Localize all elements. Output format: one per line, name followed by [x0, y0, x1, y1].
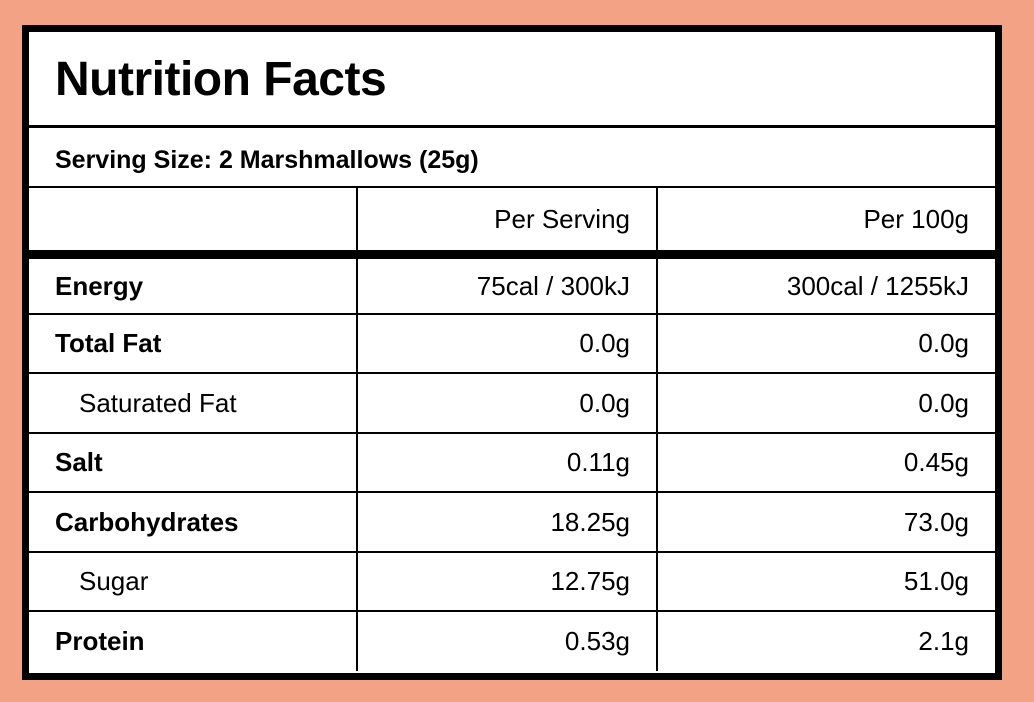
per-serving-value: 75cal / 300kJ	[357, 254, 658, 315]
nutrient-label: Protein	[29, 611, 358, 671]
serving-size: Serving Size: 2 Marshmallows (25g)	[55, 146, 479, 174]
per-100g-value: 300cal / 1255kJ	[657, 254, 995, 315]
per-serving-value: 18.25g	[357, 492, 658, 553]
table-row: Salt 0.11g 0.45g	[29, 432, 995, 493]
per-serving-value: 0.0g	[357, 373, 658, 434]
per-serving-value: 12.75g	[357, 551, 658, 612]
table-row: Total Fat 0.0g 0.0g	[29, 313, 995, 374]
nutrient-label: Salt	[29, 432, 358, 493]
nutrient-label: Energy	[29, 254, 358, 315]
page-title: Nutrition Facts	[55, 53, 387, 106]
table-row: Carbohydrates 18.25g 73.0g	[29, 492, 995, 553]
per-100g-value: 0.0g	[657, 313, 995, 374]
per-100g-value: 51.0g	[657, 551, 995, 612]
nutrient-label: Total Fat	[29, 313, 358, 374]
nutrient-label: Sugar	[29, 551, 358, 612]
per-100g-value: 0.45g	[657, 432, 995, 493]
per-serving-value: 0.0g	[357, 313, 658, 374]
table-header-row: Per Serving Per 100g	[29, 188, 995, 259]
per-100g-value: 2.1g	[918, 626, 969, 657]
per-100g-value: 0.0g	[657, 373, 995, 434]
serving-row: Serving Size: 2 Marshmallows (25g)	[29, 128, 995, 188]
per-serving-value: 0.53g	[357, 611, 658, 671]
per-serving-value: 0.11g	[357, 432, 658, 493]
table-row: Saturated Fat 0.0g 0.0g	[29, 373, 995, 434]
nutrient-label: Saturated Fat	[29, 373, 358, 434]
per-100g-value: 73.0g	[657, 492, 995, 553]
table-row: Sugar 12.75g 51.0g	[29, 551, 995, 612]
nutrition-label: Nutrition Facts Serving Size: 2 Marshmal…	[22, 25, 1002, 680]
column-header-label	[29, 188, 358, 259]
column-header-per-serving: Per Serving	[357, 188, 658, 259]
column-header-per-100g: Per 100g	[657, 188, 995, 259]
nutrient-label: Carbohydrates	[29, 492, 358, 553]
table-row: Protein 0.53g 2.1g	[29, 611, 995, 671]
nutrition-table: Per Serving Per 100g Energy 75cal / 300k…	[29, 188, 995, 671]
table-row: Energy 75cal / 300kJ 300cal / 1255kJ	[29, 254, 995, 315]
title-row: Nutrition Facts	[29, 32, 995, 128]
